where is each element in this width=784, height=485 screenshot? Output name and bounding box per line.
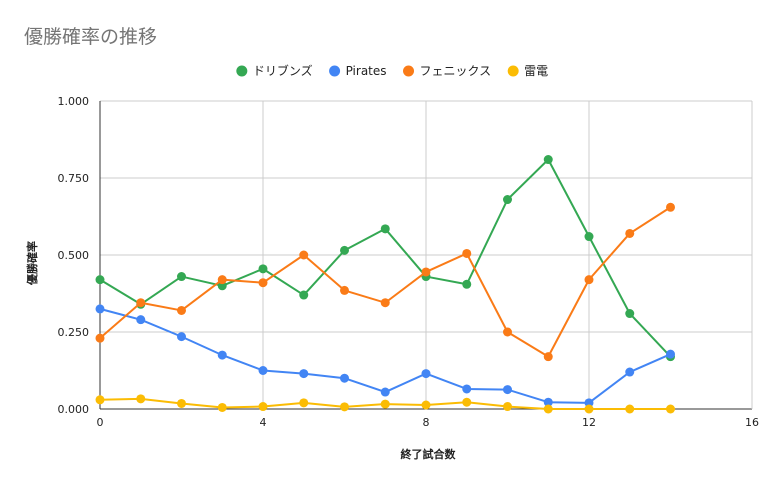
data-point-2-6 — [340, 285, 349, 295]
data-point-2-5 — [299, 250, 309, 260]
data-point-3-5 — [299, 398, 309, 408]
legend-item-3: 雷電 — [507, 64, 548, 78]
data-point-0-12 — [584, 232, 594, 242]
y-tick-label-4: 1.000 — [58, 95, 90, 108]
data-point-2-2 — [177, 305, 186, 315]
x-tick-label-3: 12 — [582, 416, 596, 429]
y-tick-label-0: 0.000 — [58, 403, 90, 416]
grid — [99, 100, 753, 410]
series-2 — [95, 202, 675, 362]
data-point-2-12 — [584, 275, 594, 285]
data-point-1-3 — [217, 350, 227, 360]
legend-item-0: ドリブンズ — [236, 63, 313, 78]
data-point-2-14 — [666, 202, 675, 212]
data-point-2-4 — [258, 278, 268, 288]
data-point-3-13 — [625, 404, 635, 414]
data-point-0-3 — [217, 281, 227, 291]
data-point-1-10 — [503, 385, 512, 395]
series-3 — [95, 394, 675, 414]
legend-label-0: ドリブンズ — [253, 63, 313, 78]
data-point-2-1 — [136, 298, 146, 308]
data-point-3-1 — [136, 394, 146, 404]
y-tick-label-2: 0.500 — [58, 249, 90, 262]
data-point-1-4 — [258, 366, 268, 375]
data-point-3-2 — [177, 398, 186, 408]
x-tick-label-2: 8 — [423, 416, 430, 429]
series-1 — [95, 304, 675, 408]
y-tick-labels: 0.000 0.250 0.500 0.750 1.000 — [58, 95, 90, 416]
data-point-0-10 — [503, 195, 512, 205]
x-tick-label-1: 4 — [260, 416, 267, 429]
data-point-1-8 — [421, 369, 431, 379]
data-point-1-13 — [625, 367, 635, 377]
data-point-2-13 — [625, 228, 635, 238]
data-point-3-10 — [503, 402, 512, 412]
chart-title: 優勝確率の推移 — [24, 26, 157, 48]
data-point-2-11 — [543, 352, 553, 362]
legend-label-1: Pirates — [346, 64, 387, 78]
x-tick-label-4: 16 — [745, 416, 759, 429]
data-point-1-11 — [543, 397, 553, 407]
data-point-1-1 — [136, 315, 146, 325]
data-point-1-6 — [340, 373, 349, 383]
data-point-0-0 — [95, 275, 105, 285]
data-point-0-13 — [625, 309, 635, 319]
data-point-1-7 — [380, 387, 390, 397]
data-point-3-9 — [462, 397, 472, 407]
data-point-3-11 — [543, 404, 553, 414]
y-tick-label-3: 0.750 — [58, 172, 90, 185]
legend-marker-1 — [329, 65, 341, 77]
y-axis-label: 優勝確率 — [25, 241, 39, 286]
legend-marker-3 — [507, 65, 519, 77]
data-point-0-6 — [340, 245, 349, 255]
legend-marker-2 — [403, 65, 415, 77]
series-group — [95, 155, 675, 414]
legend-item-2: フェニックス — [403, 64, 491, 78]
data-point-2-0 — [95, 333, 105, 343]
data-point-0-4 — [258, 264, 268, 274]
legend-item-1: Pirates — [329, 64, 387, 78]
data-point-3-4 — [258, 402, 268, 412]
data-point-3-3 — [217, 402, 227, 412]
y-tick-label-1: 0.250 — [58, 326, 90, 339]
x-tick-label-0: 0 — [97, 416, 104, 429]
data-point-2-8 — [421, 267, 431, 277]
data-point-3-0 — [95, 395, 105, 405]
data-point-0-2 — [177, 272, 186, 282]
data-point-0-7 — [380, 224, 390, 234]
series-line-0 — [99, 158, 672, 358]
data-point-1-14 — [666, 349, 675, 359]
data-point-3-12 — [584, 404, 594, 414]
series-0 — [95, 155, 675, 362]
data-point-3-6 — [340, 402, 349, 412]
legend-marker-0 — [236, 65, 248, 77]
data-point-1-2 — [177, 332, 186, 342]
data-point-3-7 — [380, 399, 390, 409]
data-point-1-5 — [299, 369, 309, 379]
data-point-2-10 — [503, 327, 512, 337]
legend-label-3: 雷電 — [524, 64, 548, 78]
data-point-0-5 — [299, 290, 309, 300]
x-axis-label: 終了試合数 — [401, 447, 457, 461]
data-point-1-12 — [584, 398, 594, 408]
legend: ドリブンズ Pirates フェニックス 雷電 — [236, 63, 548, 78]
data-point-3-8 — [421, 400, 431, 410]
data-point-2-9 — [462, 248, 472, 258]
x-tick-labels: 0 4 8 12 16 — [97, 416, 760, 429]
data-point-2-3 — [217, 275, 227, 285]
data-point-2-7 — [380, 298, 390, 308]
data-point-3-14 — [666, 404, 675, 414]
data-point-0-9 — [462, 279, 472, 289]
data-point-0-11 — [543, 155, 553, 165]
data-point-1-9 — [462, 384, 472, 394]
legend-label-2: フェニックス — [420, 64, 492, 78]
data-point-1-0 — [95, 304, 105, 314]
